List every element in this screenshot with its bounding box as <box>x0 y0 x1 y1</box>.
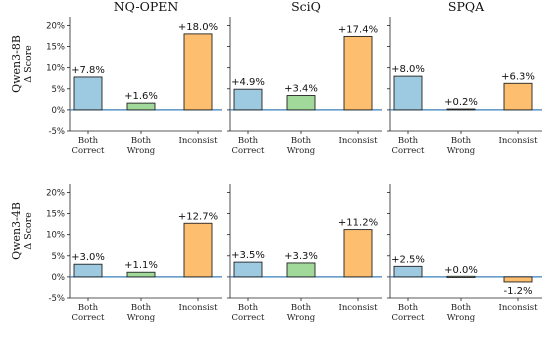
y-tick-label: -5% <box>48 127 65 137</box>
panel-qwen3-4b-spqa: +2.5%+0.0%-1.2%BothCorrectBothWrongIncon… <box>387 184 542 323</box>
bar-both-correct <box>393 75 423 111</box>
data-label: +11.2% <box>338 218 378 229</box>
x-tick-label: Both <box>131 136 152 146</box>
data-label: +7.8% <box>71 65 105 76</box>
data-label: +3.5% <box>231 250 265 261</box>
data-label: +3.4% <box>284 84 318 95</box>
bar-both-wrong <box>286 262 316 278</box>
column-title: NQ-OPEN <box>114 0 179 14</box>
bar-both-wrong <box>446 108 476 111</box>
x-tick-label: Both <box>78 136 99 146</box>
y-tick-label: 10% <box>46 231 65 241</box>
bar-inconsist <box>503 82 533 111</box>
x-tick-label: Wrong <box>287 313 316 323</box>
bar-both-wrong <box>126 271 156 278</box>
panel-qwen3-8b-nq-open: -5%0%5%10%15%20%+7.8%+1.6%+18.0%BothCorr… <box>46 17 222 156</box>
y-tick-label: 0% <box>52 273 66 283</box>
x-tick-label: Both <box>291 303 312 313</box>
bar-inconsist <box>343 229 373 278</box>
y-tick-label: 10% <box>46 64 65 74</box>
bar-both-correct <box>233 88 263 111</box>
x-tick-label: Both <box>131 303 152 313</box>
y-tick-label: 15% <box>46 43 65 53</box>
y-tick-label: 5% <box>52 85 66 95</box>
bar-inconsist <box>343 35 373 111</box>
x-tick-label: Wrong <box>287 146 316 156</box>
y-tick-label: 0% <box>52 106 66 116</box>
x-tick-label: Correct <box>72 146 106 156</box>
row-label: Qwen3-8B <box>10 35 23 93</box>
x-tick-label: Wrong <box>447 146 476 156</box>
data-label: +3.0% <box>71 252 105 263</box>
column-title: SPQA <box>448 0 485 14</box>
bar-both-correct <box>73 263 103 278</box>
data-label: -1.2% <box>503 286 532 297</box>
bar-both-wrong <box>286 95 316 111</box>
bar-both-wrong <box>446 275 476 278</box>
data-label: +2.5% <box>391 254 425 265</box>
bar-both-correct <box>233 261 263 278</box>
data-label: +18.0% <box>178 22 218 33</box>
x-tick-label: Correct <box>232 146 266 156</box>
panel-qwen3-4b-sciq: +3.5% +3.3%+11.2%BothCorrectBothWrongInco… <box>227 184 382 323</box>
data-label: +12.7% <box>178 211 218 222</box>
data-label: +3.3% <box>284 251 318 262</box>
panel-qwen3-8b-spqa: +8.0%+0.2%+6.3%BothCorrectBothWrongIncon… <box>387 17 542 156</box>
x-tick-label: Both <box>238 136 259 146</box>
y-tick-label: 20% <box>46 188 65 198</box>
y-axis-label: Δ Score <box>23 45 34 83</box>
data-label: +0.0% <box>444 265 478 276</box>
x-tick-label: Both <box>398 136 419 146</box>
bar-both-wrong <box>126 102 156 111</box>
x-tick-label: Wrong <box>447 313 476 323</box>
data-label: +8.0% <box>391 64 425 75</box>
x-tick-label: Inconsist <box>498 136 538 146</box>
y-tick-label: -5% <box>48 294 65 304</box>
x-tick-label: Both <box>451 303 472 313</box>
bar-inconsist <box>503 276 533 283</box>
x-tick-label: Correct <box>392 313 426 323</box>
x-tick-label: Wrong <box>127 313 156 323</box>
y-tick-label: 20% <box>46 21 65 31</box>
data-label: +4.9% <box>231 77 265 88</box>
x-tick-label: Inconsist <box>338 136 378 146</box>
row-label: Qwen3-4B <box>10 202 23 260</box>
y-tick-label: 5% <box>52 252 66 262</box>
data-label: +17.4% <box>338 24 378 35</box>
x-tick-label: Both <box>398 303 419 313</box>
x-tick-label: Correct <box>392 146 426 156</box>
bar-both-correct <box>73 76 103 111</box>
y-tick-label: 15% <box>46 210 65 220</box>
data-label: +6.3% <box>501 71 535 82</box>
data-label: +1.6% <box>124 91 158 102</box>
bar-both-correct <box>393 265 423 278</box>
column-title: SciQ <box>291 0 321 14</box>
x-tick-label: Both <box>451 136 472 146</box>
x-tick-label: Wrong <box>127 146 156 156</box>
x-tick-label: Both <box>238 303 259 313</box>
x-tick-label: Correct <box>72 313 106 323</box>
x-tick-label: Inconsist <box>498 303 538 313</box>
data-label: +1.1% <box>124 260 158 271</box>
bar-inconsist <box>183 222 213 278</box>
x-tick-label: Correct <box>232 313 266 323</box>
panel-qwen3-4b-nq-open: -5%0%5%10%15%20%+3.0%+1.1%+12.7%BothCorr… <box>46 184 222 323</box>
panel-qwen3-8b-sciq: +4.9%+3.4%+17.4%BothCorrectBothWrongInco… <box>227 17 382 156</box>
x-tick-label: Both <box>291 136 312 146</box>
data-label: +0.2% <box>444 97 478 108</box>
x-tick-label: Inconsist <box>178 136 218 146</box>
x-tick-label: Inconsist <box>338 303 378 313</box>
x-tick-label: Both <box>78 303 99 313</box>
y-axis-label: Δ Score <box>23 212 34 250</box>
x-tick-label: Inconsist <box>178 303 218 313</box>
bar-inconsist <box>183 33 213 111</box>
